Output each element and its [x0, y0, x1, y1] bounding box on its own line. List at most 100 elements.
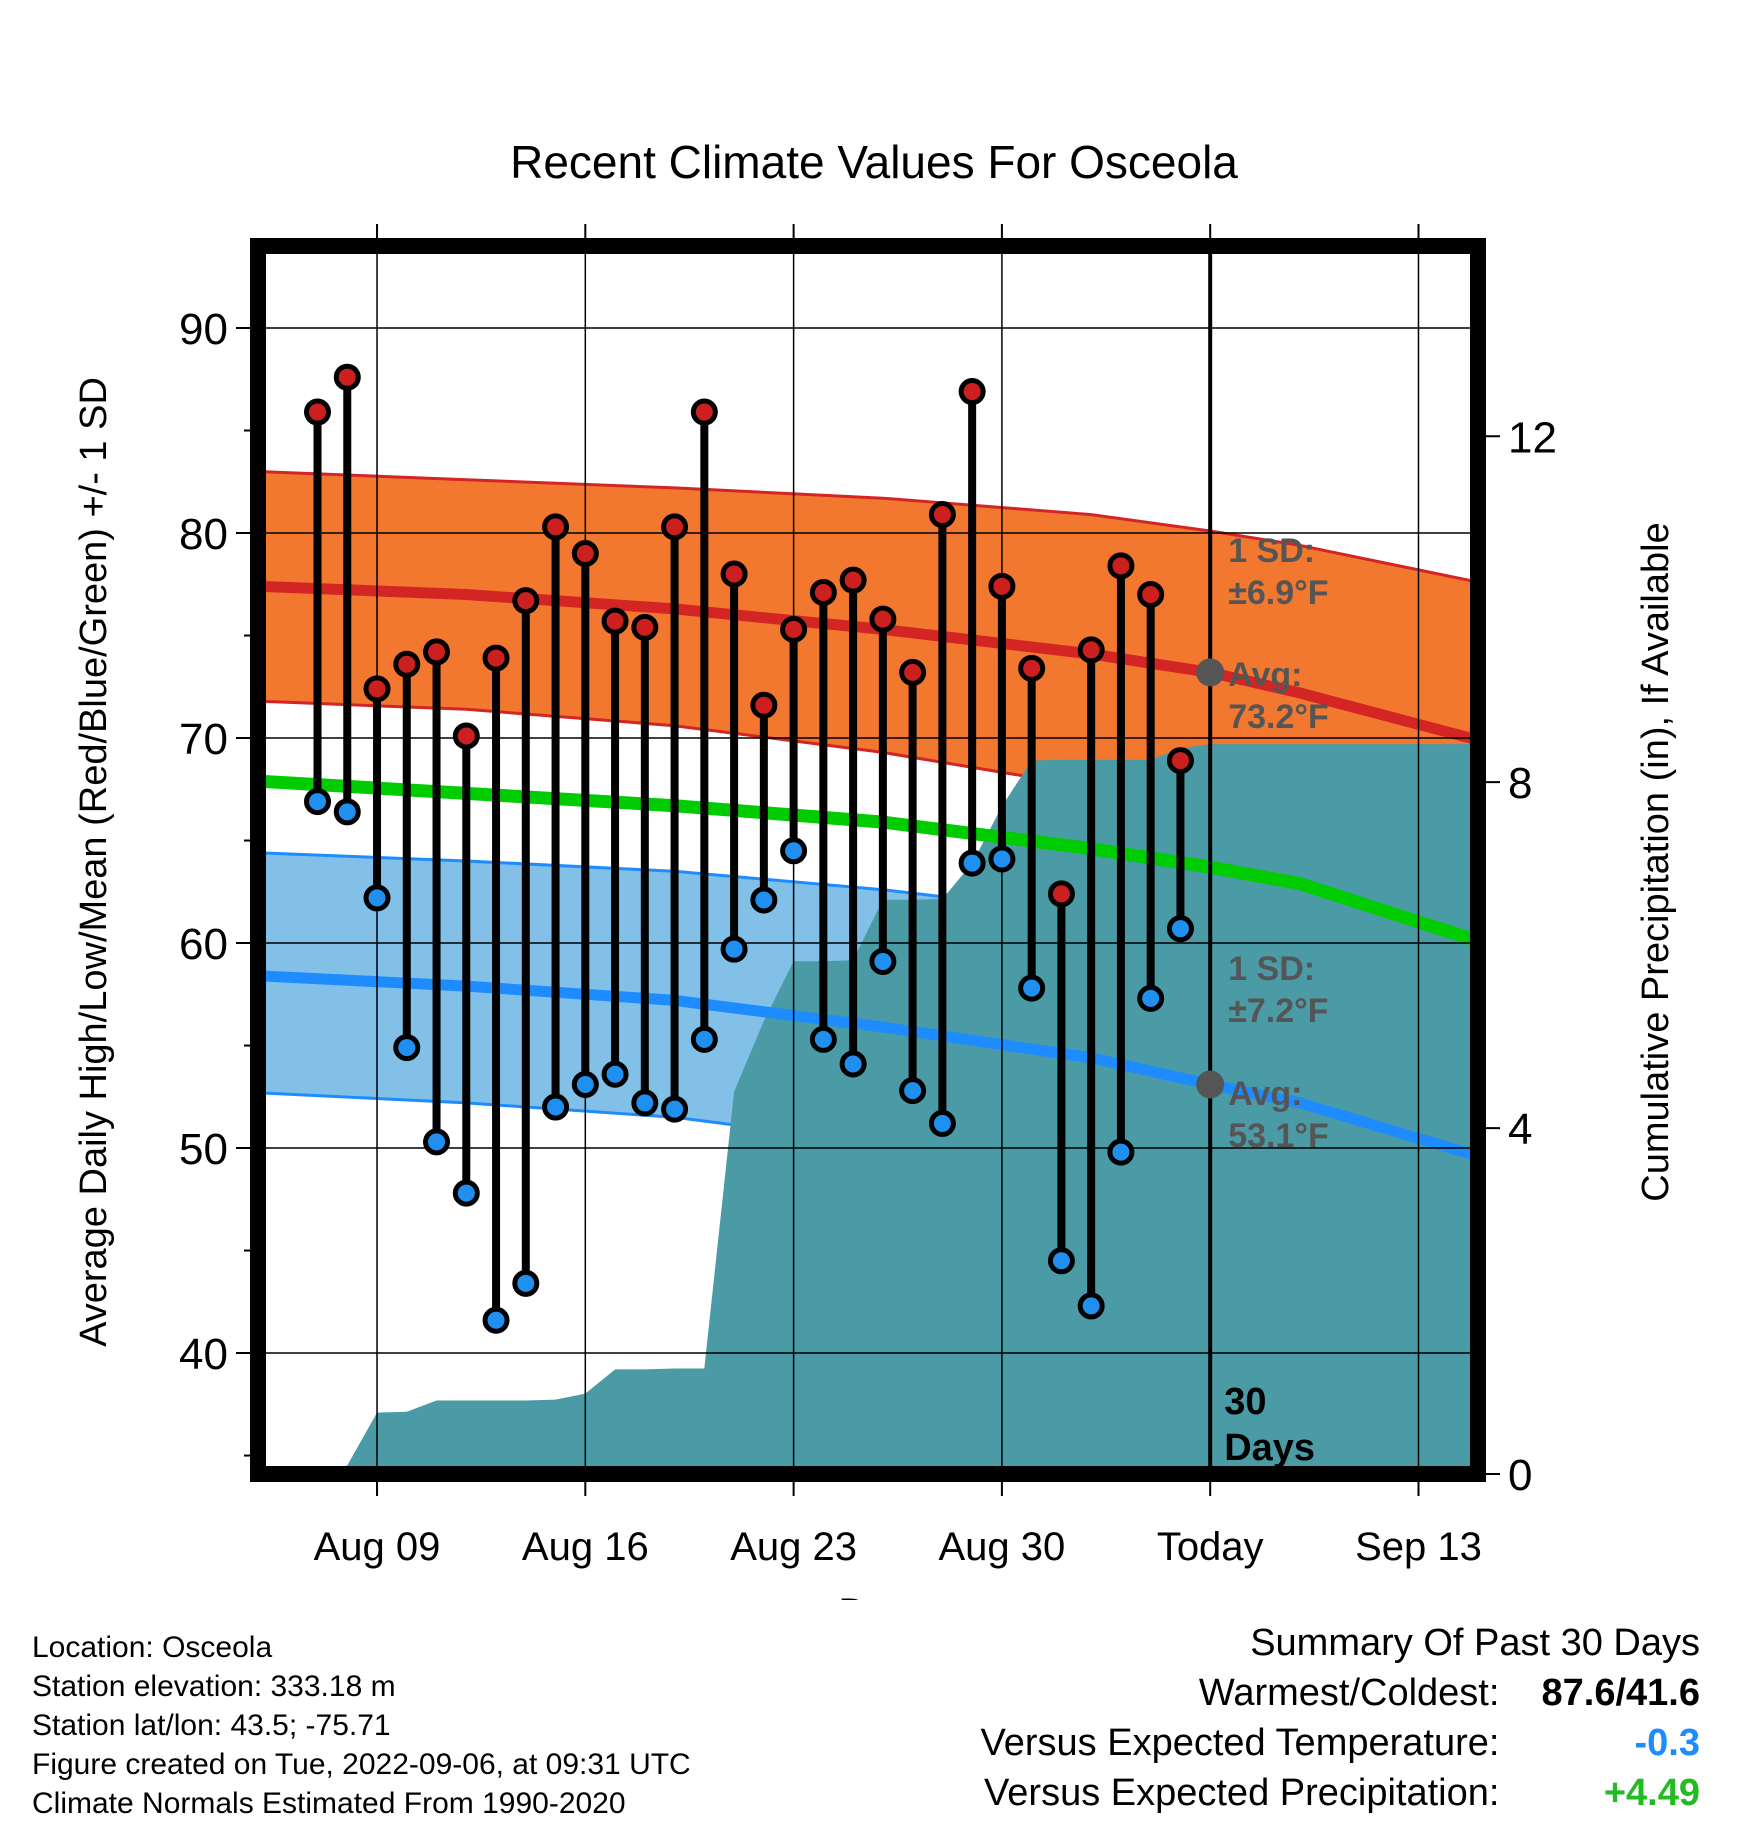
chart-title: Recent Climate Values For Osceola	[510, 136, 1238, 188]
daily-low-point	[690, 1025, 718, 1053]
daily-high-point	[1137, 581, 1165, 609]
daily-high-point	[304, 398, 332, 426]
summary-heading: Summary Of Past 30 Days	[1250, 1622, 1700, 1664]
daily-high-point	[542, 513, 570, 541]
x-tick-label: Aug 30	[939, 1525, 1066, 1569]
daily-high-point	[661, 513, 689, 541]
daily-low-point	[839, 1050, 867, 1078]
daily-low-point	[750, 886, 778, 914]
warm-cold-value: 87.6/41.6	[1541, 1672, 1700, 1714]
daily-low-point	[542, 1093, 570, 1121]
daily-low-point	[423, 1128, 451, 1156]
daily-high-point	[631, 613, 659, 641]
normals-text: Climate Normals Estimated From 1990-2020	[32, 1787, 626, 1820]
x-tick-label: Today	[1157, 1525, 1264, 1569]
plot-frame	[250, 238, 1486, 1482]
daily-low-point	[304, 788, 332, 816]
latlon-text: Station lat/lon: 43.5; -75.71	[32, 1709, 391, 1742]
low-sd-annotation: 1 SD: ±7.2°F	[1228, 950, 1328, 1030]
normal-high-line	[258, 580, 1478, 746]
location-text: Location: Osceola	[32, 1631, 273, 1664]
daily-high-point	[363, 675, 391, 703]
daily-high-point	[512, 587, 540, 615]
summary-panel: Summary Of Past 30 Days Warmest/Coldest:…	[981, 1618, 1700, 1818]
y2-axis-label: Cumulative Precipitation (in), If Availa…	[1635, 522, 1677, 1201]
daily-low-point	[958, 849, 986, 877]
station-info: Location: Osceola Station elevation: 333…	[32, 1628, 691, 1823]
climate-chart: Recent Climate Values For Osceola 1 SD: ±…	[73, 136, 1677, 1600]
summary-warm-cold: Warmest/Coldest: 87.6/41.6	[981, 1668, 1700, 1718]
temp-label: Versus Expected Temperature:	[980, 1722, 1500, 1764]
normal-mean-line	[258, 774, 1478, 948]
high-upper-edge	[258, 470, 1478, 584]
plot-layers: 1 SD: ±6.9°F Avg: 73.2°F 1 SD: ±7.2°F Avg: 53.1…	[258, 246, 1478, 1474]
daily-low-point	[869, 947, 897, 975]
daily-low-point	[928, 1109, 956, 1137]
created-text: Figure created on Tue, 2022-09-06, at 09…	[32, 1748, 691, 1781]
daily-low-point	[988, 845, 1016, 873]
daily-low-point	[720, 935, 748, 963]
daily-high-point	[720, 560, 748, 588]
daily-low-point	[1077, 1292, 1105, 1320]
precip-label: Versus Expected Precipitation:	[984, 1772, 1500, 1814]
daily-high-point	[1077, 636, 1105, 664]
summary-precip: Versus Expected Precipitation: +4.49	[981, 1768, 1700, 1818]
high-sd-annotation: 1 SD: ±6.9°F	[1228, 532, 1328, 612]
daily-high-point	[988, 572, 1016, 600]
daily-low-point	[631, 1089, 659, 1117]
daily-high-point	[1018, 654, 1046, 682]
daily-values	[304, 363, 1194, 1334]
y-tick-label: 50	[179, 1125, 228, 1174]
daily-low-point	[780, 837, 808, 865]
low-avg-annotation: Avg: 53.1°F	[1228, 1075, 1329, 1155]
plot-area: 1 SD: ±6.9°F Avg: 73.2°F 1 SD: ±7.2°F Avg: 53.1…	[258, 246, 1478, 1474]
daily-low-point	[363, 884, 391, 912]
daily-low-point	[601, 1060, 629, 1088]
daily-high-point	[452, 722, 480, 750]
today-days-label: 30 Days	[1224, 1381, 1315, 1469]
daily-low-point	[393, 1034, 421, 1062]
y2-tick-label: 8	[1508, 759, 1532, 808]
daily-high-point	[423, 638, 451, 666]
temp-value: -0.3	[1634, 1722, 1700, 1764]
daily-high-point	[958, 378, 986, 406]
y-tick-label: 60	[179, 920, 228, 969]
y2-tick-label: 12	[1508, 413, 1557, 462]
y-tick-label: 40	[179, 1330, 228, 1379]
y2-tick-label: 4	[1508, 1105, 1532, 1154]
daily-low-point	[482, 1306, 510, 1334]
x-tick-label: Aug 23	[730, 1525, 857, 1569]
daily-high-point	[482, 644, 510, 672]
daily-high-point	[869, 605, 897, 633]
high-avg-annotation: Avg: 73.2°F	[1228, 656, 1329, 736]
y2-tick-label: 0	[1508, 1451, 1532, 1500]
daily-high-point	[393, 650, 421, 678]
daily-high-point	[928, 501, 956, 529]
y-tick-label: 70	[179, 715, 228, 764]
today-low-normal-dot	[1196, 1070, 1225, 1099]
daily-low-point	[1107, 1138, 1135, 1166]
daily-high-point	[1047, 880, 1075, 908]
daily-low-point	[899, 1077, 927, 1105]
daily-low-point	[661, 1095, 689, 1123]
y-tick-label: 90	[179, 305, 228, 354]
today-high-normal-dot	[1196, 658, 1225, 687]
daily-high-point	[1107, 552, 1135, 580]
daily-high-point	[1166, 747, 1194, 775]
elevation-text: Station elevation: 333.18 m	[32, 1670, 396, 1703]
x-tick-label: Aug 09	[314, 1525, 441, 1569]
warm-cold-label: Warmest/Coldest:	[1198, 1672, 1500, 1714]
y-axis-label: Average Daily High/Low/Mean (Red/Blue/Gr…	[73, 377, 115, 1347]
x-tick-label: Sep 13	[1355, 1525, 1482, 1569]
daily-low-point	[1166, 915, 1194, 943]
daily-low-point	[512, 1269, 540, 1297]
daily-low-point	[1047, 1247, 1075, 1275]
daily-low-point	[452, 1179, 480, 1207]
precip-value: +4.49	[1603, 1772, 1700, 1814]
daily-low-point	[571, 1070, 599, 1098]
daily-low-point	[1137, 984, 1165, 1012]
daily-high-point	[750, 691, 778, 719]
normal-low-line	[258, 970, 1478, 1162]
axes: 40 50 60 70 80 90 0 4 8 12 Aug 09 Aug 16 Aug 23 Aug 3…	[179, 224, 1557, 1569]
summary-temp: Versus Expected Temperature: -0.3	[981, 1718, 1700, 1768]
